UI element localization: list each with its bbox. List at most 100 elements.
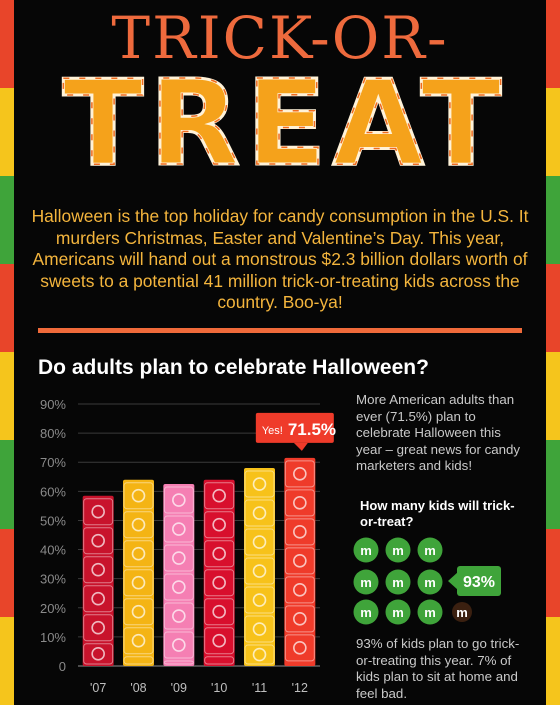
green-candy [353, 599, 379, 625]
candy-segment [204, 482, 235, 510]
candy-segment [123, 511, 154, 539]
candy-segment [284, 489, 315, 517]
stripe-segment [0, 440, 14, 529]
annotation-pointer [293, 442, 308, 451]
stripe-segment [0, 88, 14, 177]
candy-segment [204, 540, 235, 568]
candy-logo [131, 575, 146, 590]
stripe-segment [546, 616, 560, 705]
candy-logo [252, 647, 267, 662]
candy-segment [163, 602, 194, 630]
candy-segment [244, 644, 275, 665]
candy-segment [204, 511, 235, 539]
candy-segment [204, 627, 235, 655]
candy-segment [83, 643, 114, 665]
stripe-segment [546, 264, 560, 353]
candy-segment [123, 540, 154, 568]
candy-logo [91, 533, 105, 548]
x-tick-label: '10 [211, 681, 227, 695]
candy-logo [131, 546, 146, 561]
green-candy [353, 537, 379, 563]
candy-segment [284, 634, 315, 662]
candy-logo [212, 488, 226, 503]
candy-logo [212, 633, 226, 648]
kids-question: How many kids will trick-or-treat? [360, 498, 515, 529]
candy-logo [172, 551, 186, 565]
stripe-segment [546, 176, 560, 265]
candy-letter: m [424, 605, 436, 620]
candy-segment [284, 460, 315, 488]
candy-logo [293, 525, 307, 539]
candy-logo [293, 554, 307, 568]
candy-logo [252, 622, 267, 636]
stripe-segment [0, 528, 14, 617]
y-tick-label: 40% [40, 543, 66, 558]
stripe-segment [0, 264, 14, 353]
annotation-prefix: Yes! [262, 425, 283, 437]
x-tick-label: '11 [252, 681, 267, 695]
candy-letter: m [360, 605, 372, 620]
y-tick-label: 50% [40, 513, 66, 528]
percent-pill [457, 566, 501, 596]
green-candy [417, 569, 443, 595]
candy-logo [212, 546, 226, 561]
candy-logo [131, 633, 146, 648]
candy-logo [91, 647, 105, 661]
candy-segment [163, 515, 194, 543]
green-candy [417, 537, 443, 563]
candy-logo [252, 506, 267, 520]
green-candy [385, 599, 411, 625]
stripe-segment [546, 352, 560, 441]
candy-logo [131, 488, 146, 503]
intro-paragraph: Halloween is the top holiday for candy c… [31, 206, 529, 312]
y-tick-label: 30% [40, 572, 66, 587]
candy-logo [172, 522, 186, 536]
candy-logo [293, 641, 307, 655]
candy-letter: m [392, 605, 404, 620]
x-tick-label: '07 [90, 681, 106, 695]
candy-letter: m [424, 543, 436, 558]
candy-letter: m [392, 575, 404, 590]
candy-logo [172, 493, 186, 507]
candy-segment [83, 556, 114, 584]
candy-logo [172, 638, 186, 652]
treat-word-candy-texture: TREAT [63, 68, 508, 178]
candy-logo [252, 564, 267, 578]
stripe-segment [546, 0, 560, 89]
x-tick-label: '08 [130, 681, 146, 695]
bar [163, 484, 195, 666]
green-candy [353, 569, 379, 595]
green-candy [417, 599, 443, 625]
candy-letter: m [360, 575, 372, 590]
candy-segment [244, 557, 275, 585]
candy-segment [284, 605, 315, 633]
kids-note: 93% of kids plan to go trick-or-treating… [356, 636, 520, 701]
candy-logo [131, 604, 146, 619]
y-tick-label: 70% [40, 455, 66, 470]
candy-logo [91, 591, 105, 606]
candy-segment [244, 586, 275, 614]
green-candy [385, 537, 411, 563]
candy-logo [91, 620, 105, 635]
candy-logo [252, 477, 267, 491]
section-divider [38, 328, 522, 333]
candy-letter: m [392, 543, 404, 558]
candy-logo [91, 562, 105, 577]
candy-segment [123, 627, 154, 655]
x-tick-label: '12 [292, 681, 308, 695]
candy-segment [163, 631, 194, 659]
candy-segment [123, 598, 154, 626]
bar [123, 479, 154, 666]
x-tick-label: '09 [171, 681, 187, 695]
y-tick-label: 20% [40, 601, 66, 616]
candy-logo [252, 535, 267, 549]
percent-pill-label: 93% [463, 574, 495, 591]
candy-segment [244, 470, 275, 498]
candy-letter: m [360, 543, 372, 558]
candy-logo [293, 467, 307, 481]
pill-pointer [448, 572, 458, 590]
candy-segment [204, 656, 235, 665]
candy-segment [163, 486, 194, 514]
y-tick-label: 60% [40, 484, 66, 499]
